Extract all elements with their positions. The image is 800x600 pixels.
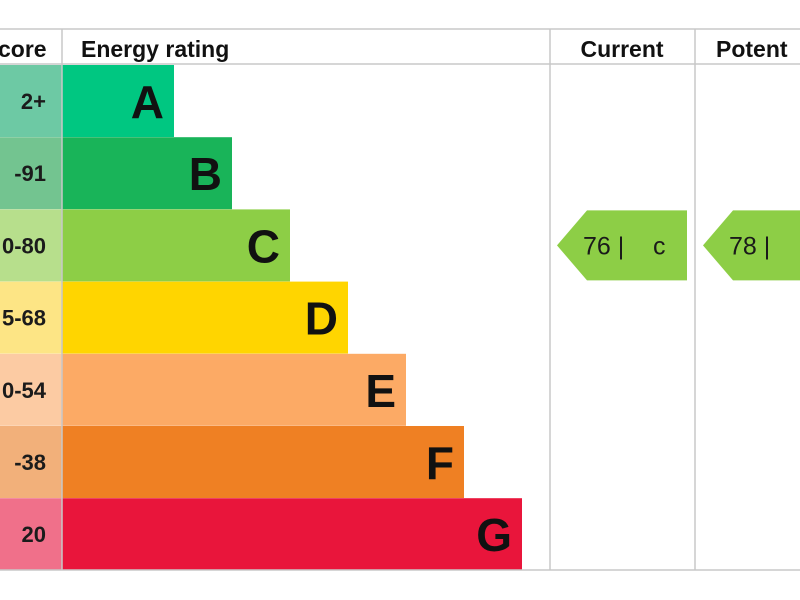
current-header: Current — [580, 36, 663, 62]
score-range-e: 0-54 — [2, 378, 47, 403]
rating-bar-a — [62, 65, 174, 137]
rating-letter-f: F — [426, 437, 454, 489]
rating-bar-d — [62, 281, 348, 354]
score-range-d: 5-68 — [2, 306, 46, 331]
score-cell-e — [0, 353, 62, 426]
score-range-g: 20 — [22, 522, 46, 547]
rating-letter-e: E — [365, 365, 396, 417]
rating-letter-b: B — [189, 148, 222, 200]
score-range-b: -91 — [14, 161, 46, 186]
rating-letter-d: D — [305, 293, 338, 345]
current-rating-value: 76 | — [583, 232, 624, 260]
score-cell-a — [0, 65, 62, 137]
score-cell-d — [0, 281, 62, 354]
score-cell-b — [0, 137, 62, 210]
rating-letter-a: A — [131, 76, 164, 128]
energy-rating-header: Energy rating — [81, 36, 229, 62]
rating-bar-c — [62, 209, 290, 282]
rating-bar-g — [62, 498, 522, 571]
score-cell-f — [0, 426, 62, 498]
potential-rating-arrow — [703, 210, 800, 281]
current-rating-letter: c — [653, 232, 666, 260]
rating-letter-g: G — [476, 509, 512, 561]
current-rating-arrow — [557, 210, 687, 281]
score-cell-c — [0, 209, 62, 282]
potential-header: Potent — [716, 36, 788, 62]
rating-bar-f — [62, 426, 464, 498]
rating-bar-e — [62, 353, 406, 426]
score-range-f: -38 — [14, 450, 46, 475]
rating-letter-c: C — [247, 220, 280, 272]
score-cell-g — [0, 498, 62, 571]
potential-rating-value: 78 | — [729, 232, 770, 260]
score-range-a: 2+ — [21, 89, 46, 114]
score-header: core — [0, 36, 47, 62]
rating-bar-b — [62, 137, 232, 210]
score-range-c: 0-80 — [2, 233, 46, 258]
